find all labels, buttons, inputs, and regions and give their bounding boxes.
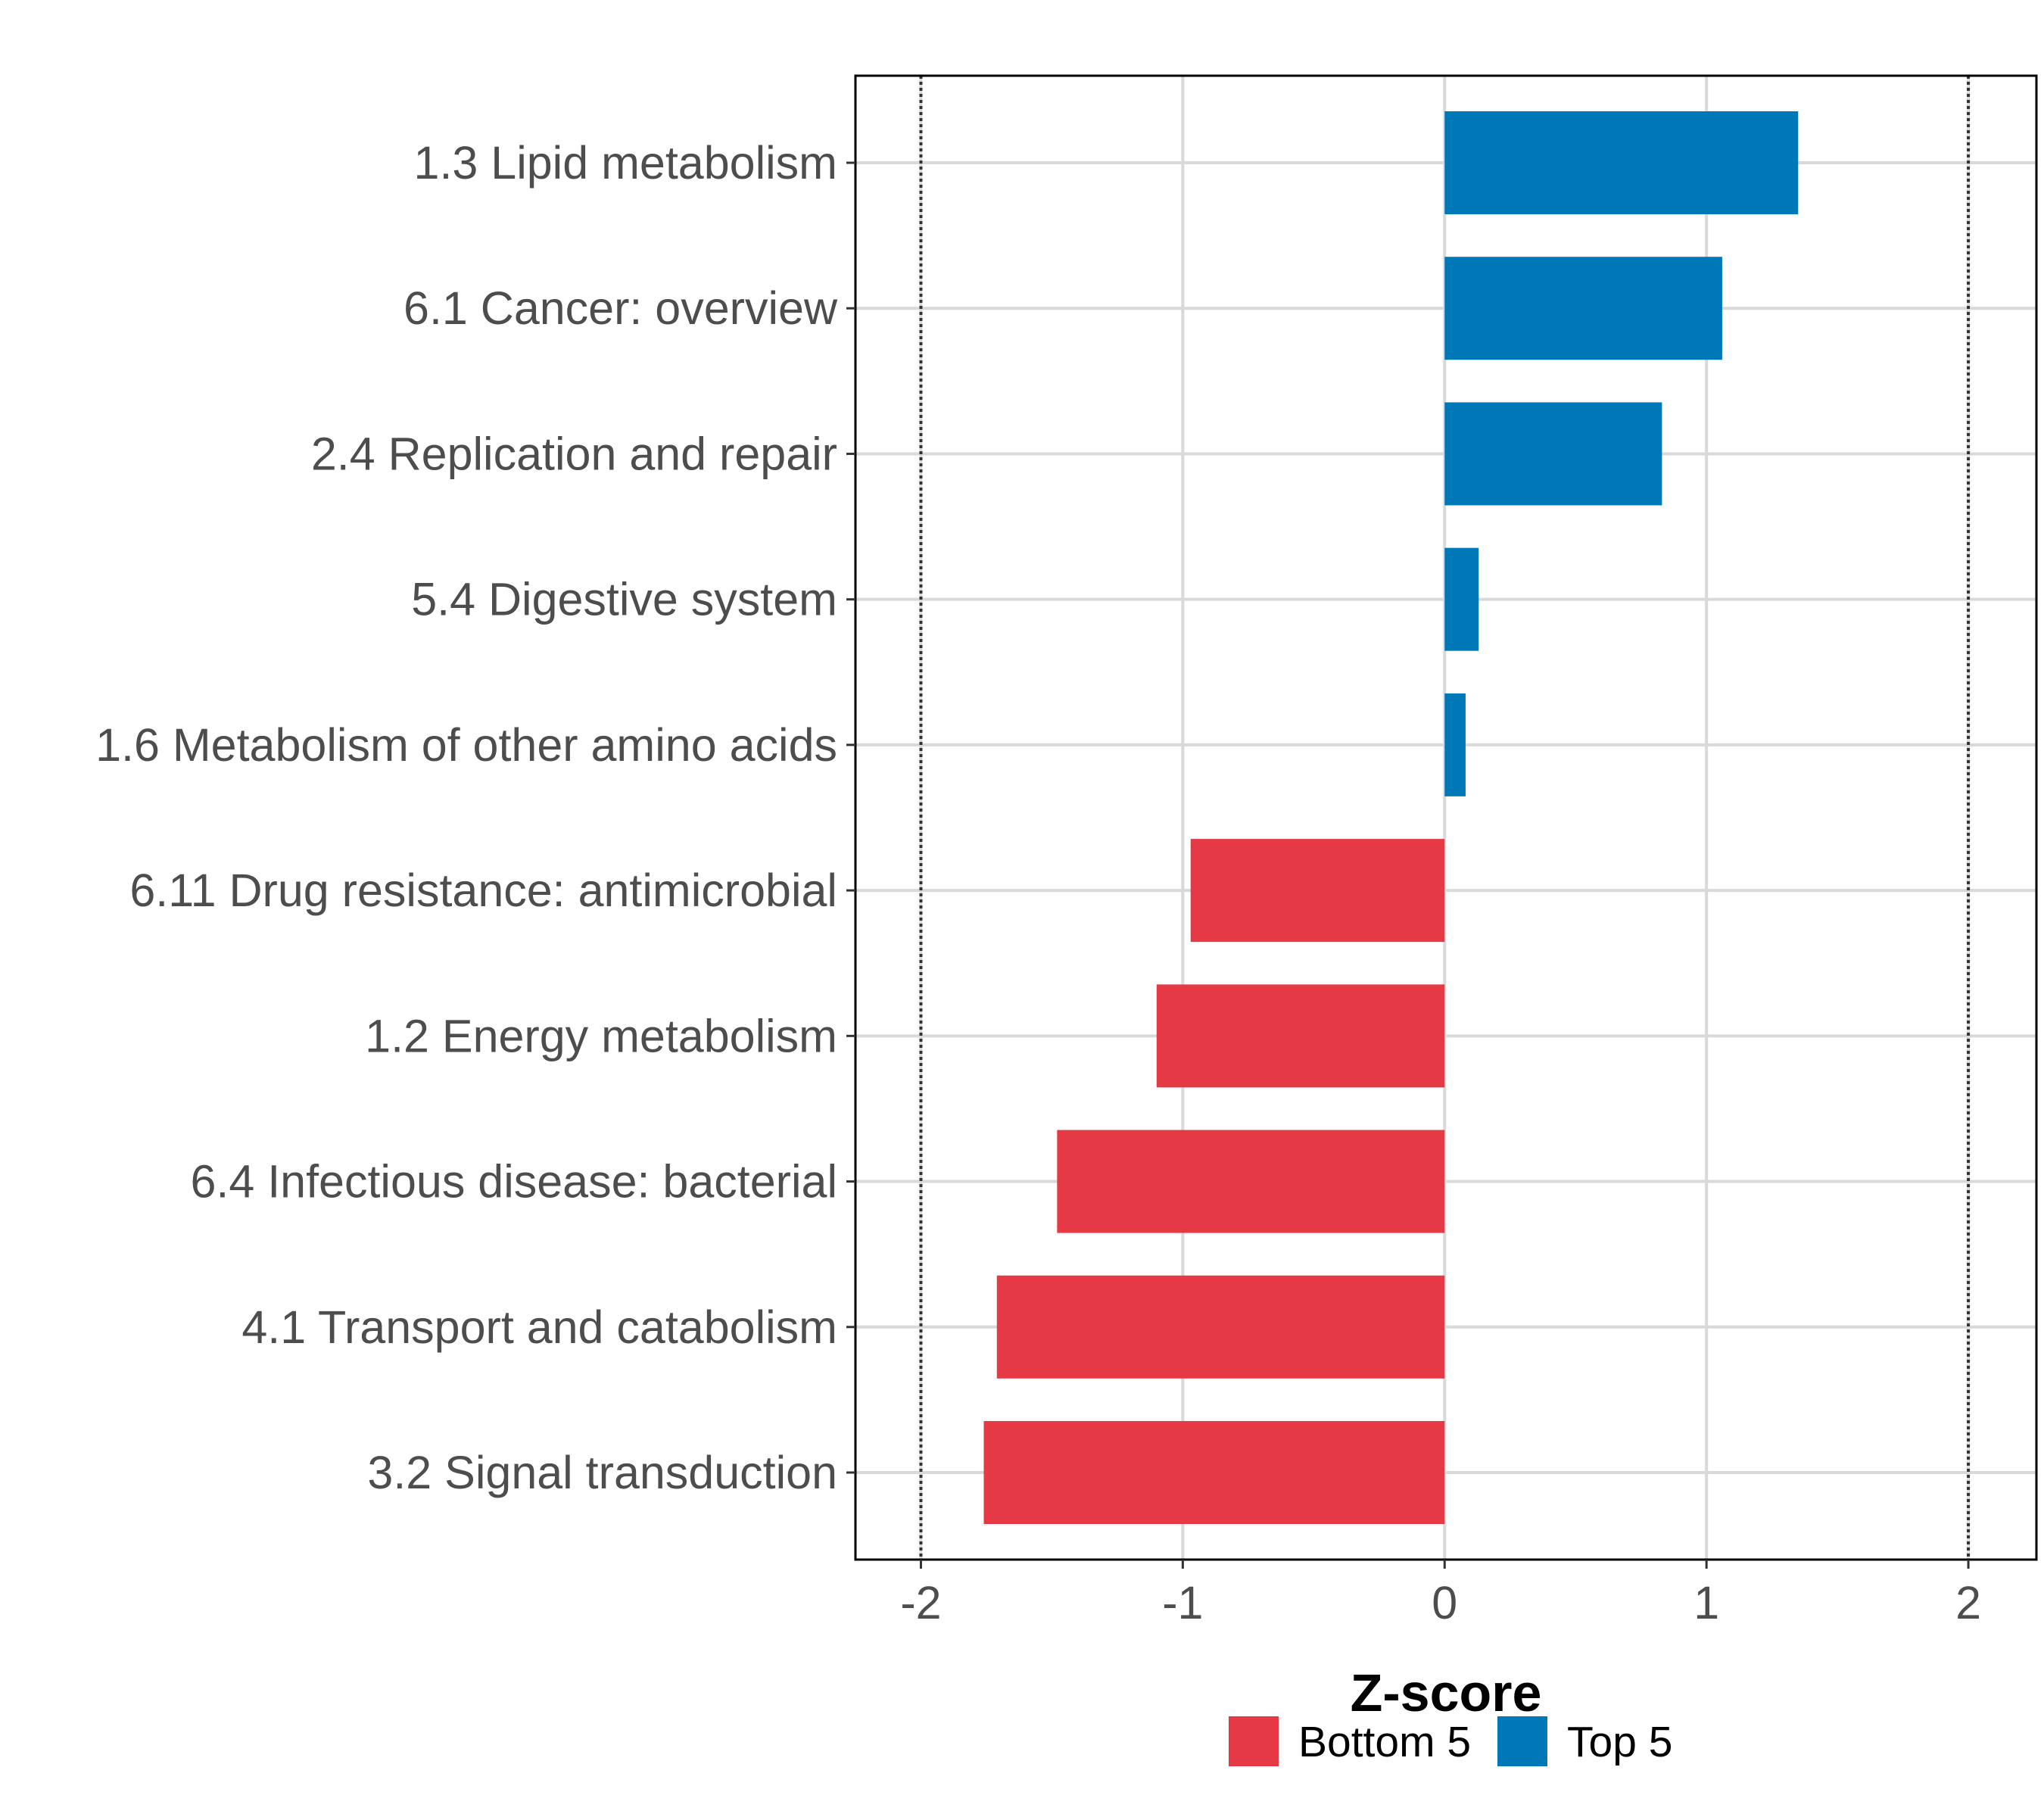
category-label: 1.3 Lipid metabolism — [414, 137, 837, 189]
category-label: 3.2 Signal transduction — [367, 1447, 837, 1498]
bar-4 — [1444, 547, 1479, 651]
category-label: 6.4 Infectious disease: bacterial — [190, 1156, 837, 1208]
plot-panel-border — [854, 74, 2038, 1561]
legend-label: Bottom 5 — [1298, 1718, 1471, 1766]
category-label: 6.11 Drug resistance: antimicrobial — [129, 865, 837, 916]
bar-7 — [1156, 984, 1445, 1088]
x-axis: -2 -1 0 1 2 — [900, 1560, 1981, 1628]
bar-9 — [996, 1275, 1445, 1379]
x-axis-title: Z-score — [1351, 1663, 1542, 1722]
x-tick-label: 1 — [1693, 1577, 1719, 1628]
bar-5 — [1444, 693, 1466, 796]
legend-label: Top 5 — [1567, 1718, 1672, 1766]
reference-lines — [919, 76, 1971, 1560]
bar-10 — [983, 1421, 1445, 1524]
category-label: 6.1 Cancer: overview — [404, 282, 838, 334]
bar-6 — [1190, 839, 1445, 943]
x-tick-label: 0 — [1432, 1577, 1457, 1628]
bar-2 — [1444, 257, 1722, 360]
legend-swatch — [1497, 1716, 1547, 1766]
bar-8 — [1057, 1130, 1445, 1233]
bar-1 — [1444, 111, 1799, 214]
legend: Bottom 5 Top 5 — [1229, 1716, 1672, 1766]
y-axis: 1.3 Lipid metabolism 6.1 Cancer: overview… — [95, 137, 855, 1498]
category-label: 5.4 Digestive system — [411, 574, 837, 625]
category-label: 4.1 Transport and catabolism — [241, 1301, 837, 1353]
bar-3 — [1444, 402, 1662, 506]
bars — [983, 111, 1799, 1524]
legend-swatch — [1229, 1716, 1279, 1766]
category-label: 1.6 Metabolism of other amino acids — [95, 719, 837, 771]
x-tick-label: -2 — [900, 1577, 941, 1628]
category-label: 1.2 Energy metabolism — [365, 1010, 837, 1061]
x-tick-label: 2 — [1955, 1577, 1981, 1628]
category-label: 2.4 Replication and repair — [311, 428, 837, 479]
x-tick-label: -1 — [1162, 1577, 1203, 1628]
